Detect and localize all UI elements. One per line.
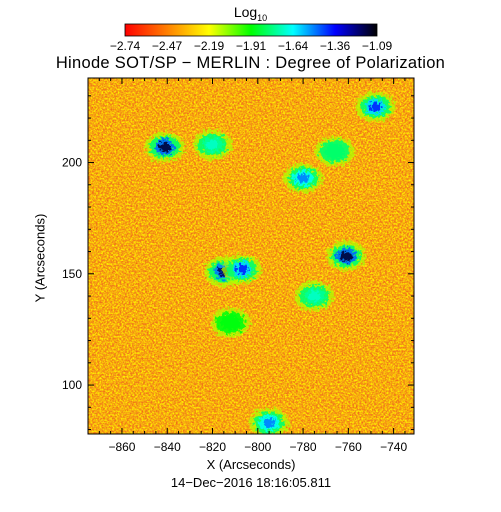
colorbar	[124, 23, 378, 37]
x-tick-label: −780	[290, 440, 317, 454]
polarization-region	[326, 241, 367, 271]
polarization-contour	[308, 291, 321, 302]
x-axis-label: X (Arcseconds)	[206, 457, 296, 472]
polarization-region	[294, 281, 335, 312]
polarization-contour	[340, 251, 353, 261]
polarization-region	[144, 131, 185, 162]
colorbar-label-subscript: 10	[257, 12, 268, 23]
colorbar-tick-label: −1.09	[361, 39, 393, 53]
y-tick-label: 100	[62, 378, 82, 392]
y-axis: 100 150 200	[62, 95, 414, 431]
polarization-region	[283, 163, 324, 194]
heatmap-image	[88, 78, 414, 434]
y-tick-label: 150	[62, 267, 82, 281]
polarization-region	[221, 254, 262, 285]
x-tick-label: −740	[380, 440, 407, 454]
colorbar-tick-label: −1.91	[235, 39, 267, 53]
polarization-regions	[144, 91, 396, 434]
x-axis: −860 −840 −820 −800 −780 −760 −740	[98, 78, 407, 454]
polarization-region	[314, 136, 355, 167]
polarization-region	[249, 407, 290, 434]
x-tick-label: −860	[108, 440, 135, 454]
polarization-contour	[158, 141, 171, 152]
timestamp: 14−Dec−2016 18:16:05.811	[170, 475, 332, 490]
polarization-region	[355, 91, 396, 122]
colorbar-tick-label: −2.47	[151, 39, 183, 53]
polarization-contour	[206, 139, 219, 150]
polarization-contour	[297, 173, 310, 184]
polarization-contour	[263, 417, 276, 428]
colorbar-tick-labels: −2.74 −2.47 −2.19 −1.91 −1.64 −1.36 −1.09	[0, 39, 501, 53]
colorbar-tick-label: −2.19	[193, 39, 225, 53]
x-tick-label: −800	[244, 440, 271, 454]
polarization-contour	[235, 264, 248, 275]
polarization-region	[192, 129, 233, 160]
polarization-contour	[328, 146, 341, 157]
chart-title: Hinode SOT/SP − MERLIN : Degree of Polar…	[55, 54, 446, 72]
colorbar-tick-label: −1.36	[319, 39, 351, 53]
colorbar-label-base: Log	[233, 4, 258, 20]
colorbar-label: Log10	[0, 4, 501, 23]
x-tick-label: −820	[199, 440, 226, 454]
colorbar-tick-label: −1.64	[277, 39, 309, 53]
polarization-contour	[224, 317, 237, 328]
plot-frame	[87, 77, 415, 435]
y-axis-label: Y (Arcseconds)	[32, 213, 48, 303]
colorbar-tick-label: −2.74	[109, 39, 141, 53]
x-tick-label: −760	[335, 440, 362, 454]
polarization-contour	[369, 101, 382, 112]
polarization-region	[210, 307, 251, 338]
y-tick-label: 200	[62, 156, 82, 170]
x-tick-label: −840	[154, 440, 181, 454]
